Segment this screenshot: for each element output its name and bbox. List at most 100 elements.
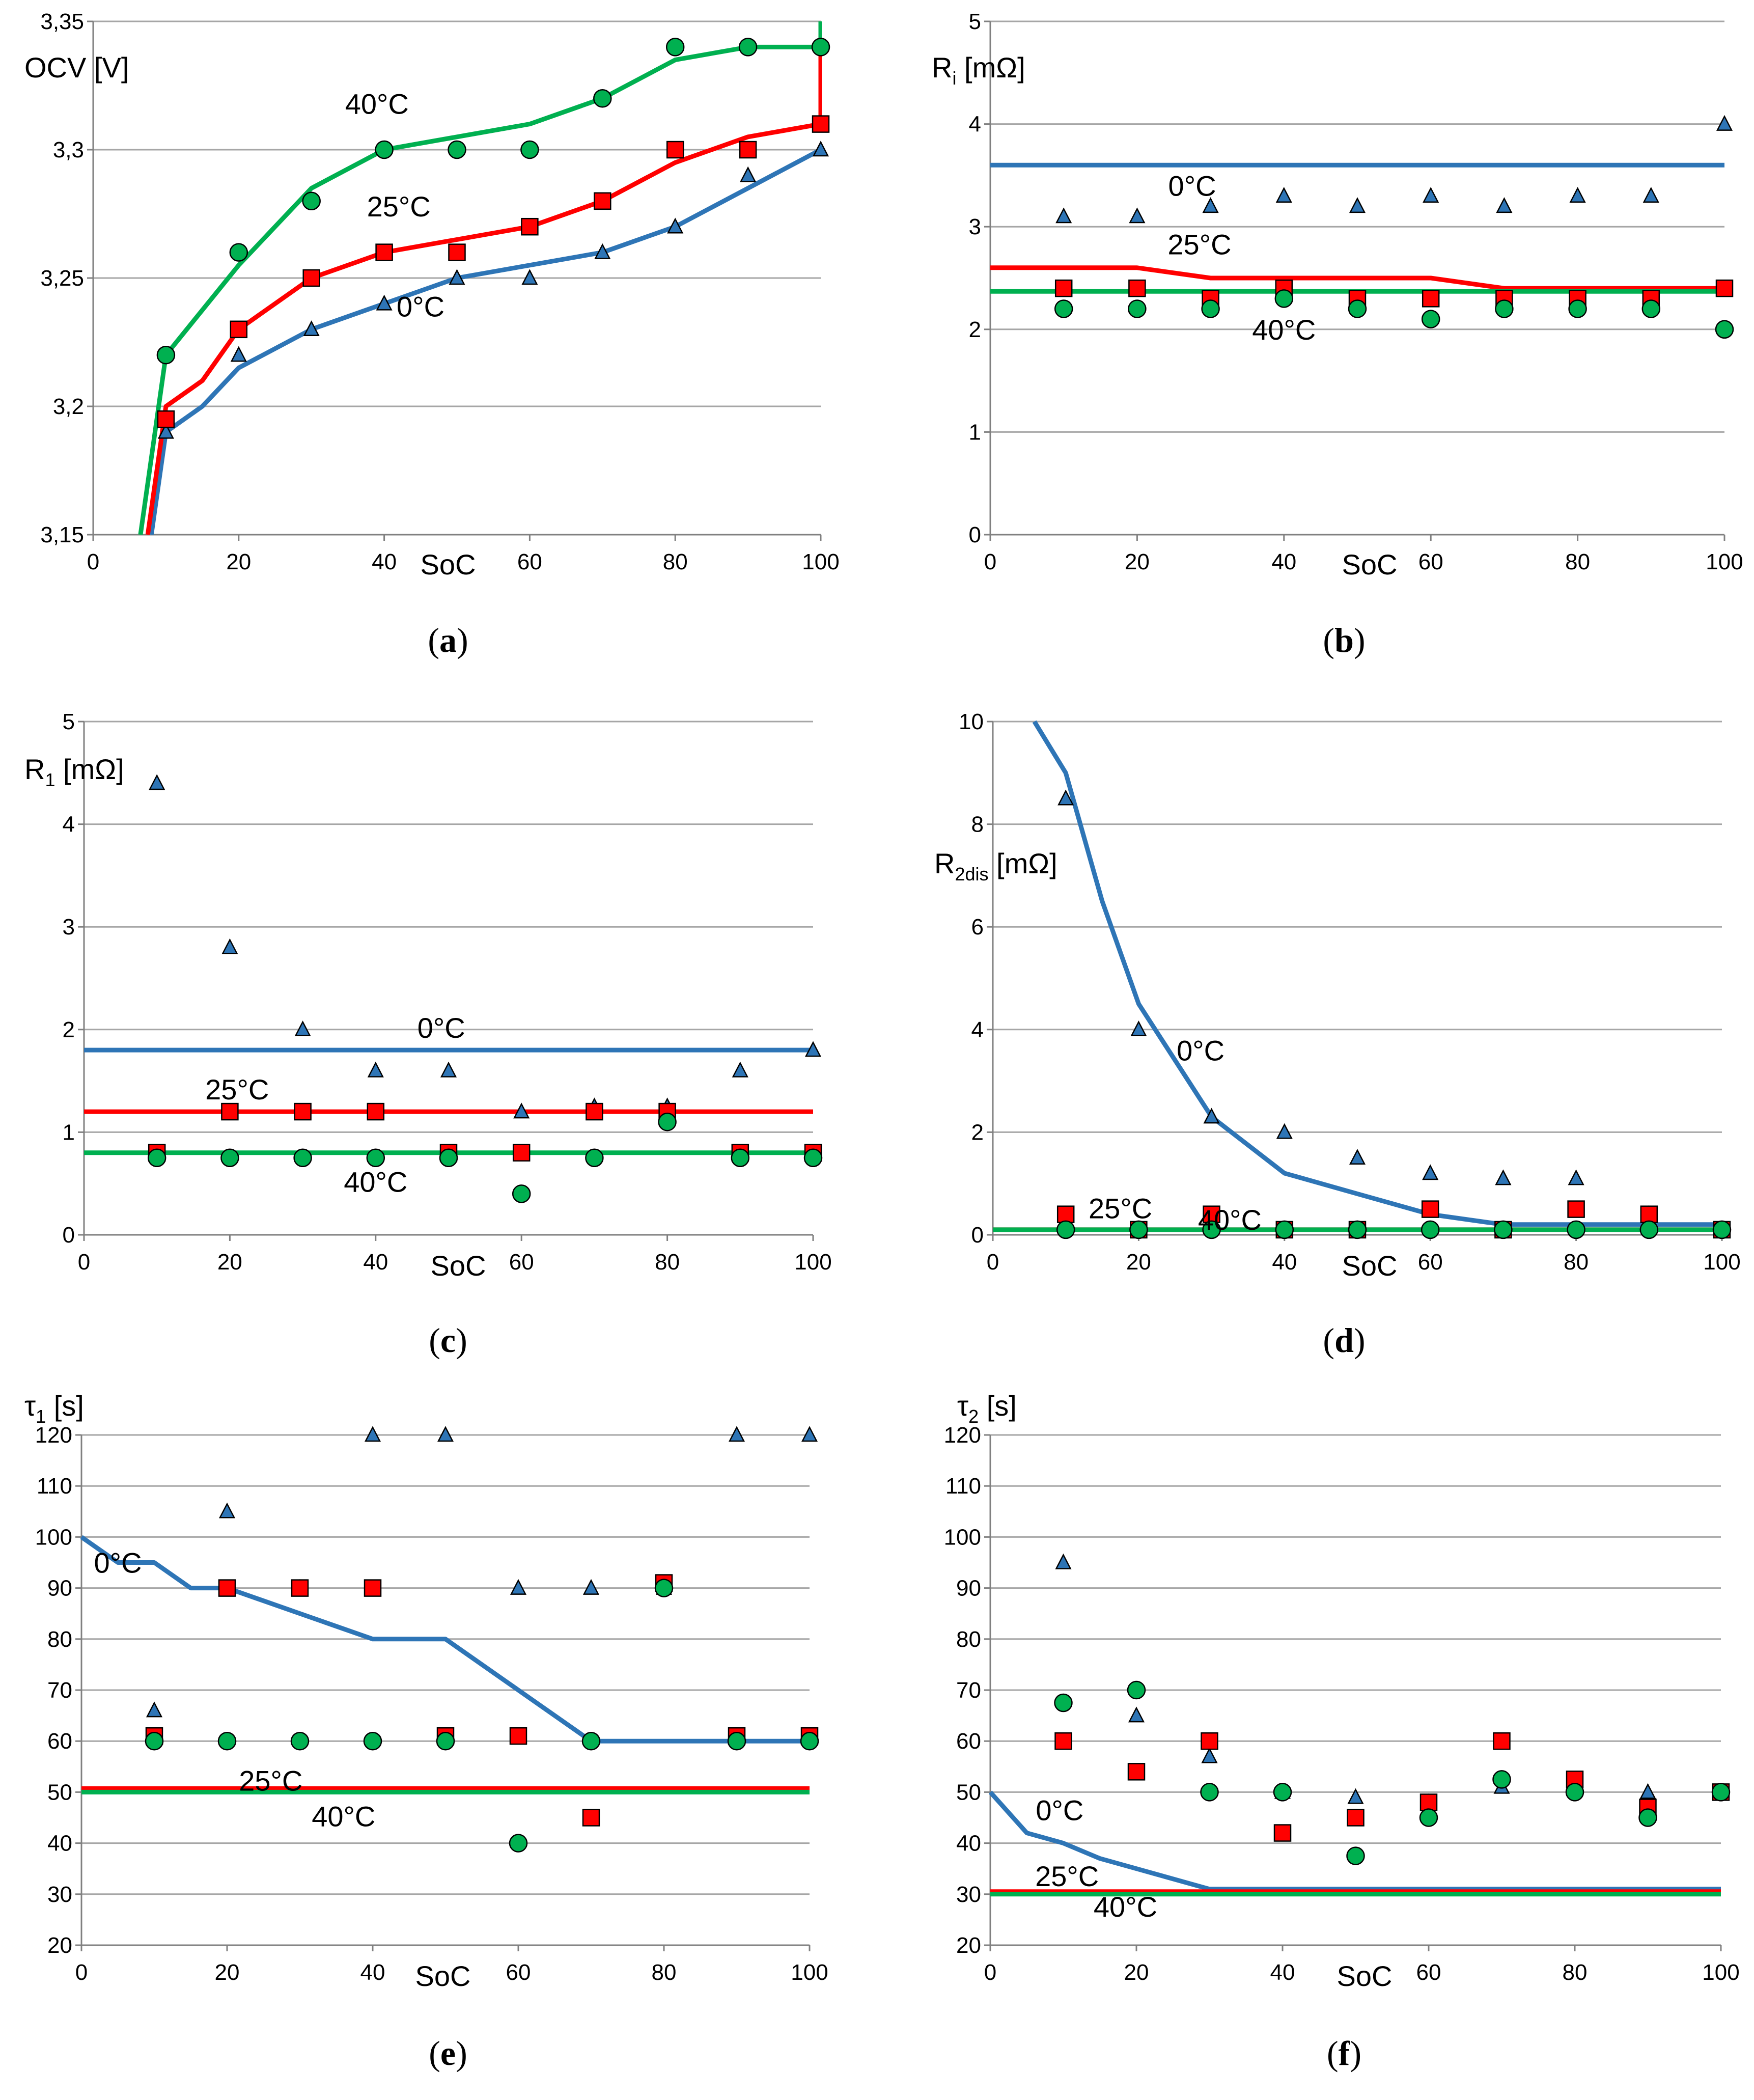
y-tick-label: 2 [63, 1017, 75, 1042]
data-point-circle [1273, 1783, 1292, 1802]
panel-letter: b [1334, 621, 1354, 659]
data-point-square [1056, 1205, 1075, 1223]
x-tick-label: 0 [987, 1250, 999, 1275]
data-point-circle [509, 1834, 528, 1853]
data-point-square [1347, 1809, 1365, 1827]
data-point-triangle [513, 1102, 530, 1119]
y-axis-label: R2dis [mΩ] [934, 847, 1057, 885]
x-tick-label: 60 [517, 549, 542, 574]
data-point-circle [1127, 1680, 1146, 1700]
panel-b: 0 1 2 3 4 5 0 20 40 60 80 100 SoC Ri [mΩ] 0°C 25°C 40°C (… [932, 9, 1743, 659]
y-axis-label-subscript: 1 [36, 1406, 46, 1427]
data-point-square [1422, 290, 1440, 308]
data-point-triangle [1496, 197, 1513, 213]
data-point-circle [1495, 299, 1514, 318]
series-line-0C [149, 148, 822, 535]
x-tick-label: 20 [226, 549, 251, 574]
data-point-triangle [440, 1061, 457, 1077]
y-axis-label-main: R [932, 51, 952, 84]
data-point-triangle [1276, 1123, 1293, 1139]
data-point-circle [220, 1148, 239, 1168]
x-tick-label: 80 [1565, 549, 1590, 574]
y-tick-label: 10 [959, 709, 984, 734]
data-point-circle [366, 1148, 385, 1168]
series-label: 25°C [1035, 1860, 1099, 1892]
data-point-triangle [667, 217, 684, 234]
data-point-circle [585, 1148, 604, 1168]
y-tick-label: 4 [63, 812, 75, 837]
data-point-triangle [364, 1426, 381, 1442]
data-point-triangle [376, 294, 393, 311]
series-label: 40°C [344, 1166, 407, 1198]
data-point-triangle [221, 938, 238, 954]
series-label: 40°C [345, 88, 409, 120]
data-point-circle [738, 38, 758, 57]
series-label: 25°C [367, 190, 431, 223]
y-tick-label: 4 [971, 1017, 984, 1042]
data-point-triangle [1349, 197, 1366, 213]
data-point-circle [1054, 1693, 1073, 1712]
data-point-square [1201, 1732, 1218, 1750]
data-point-circle [1202, 1220, 1221, 1239]
x-tick-label: 0 [75, 1960, 88, 1985]
data-point-circle [1201, 299, 1220, 318]
data-point-square [594, 192, 611, 210]
data-point-circle [1568, 299, 1587, 318]
x-tick-label: 0 [984, 549, 996, 574]
data-point-square [364, 1579, 382, 1597]
series-line-25C [990, 265, 1724, 291]
data-point-circle [1054, 299, 1073, 318]
y-tick-label: 0 [971, 1223, 984, 1248]
data-point-square [1127, 1763, 1146, 1781]
data-point-triangle [1423, 187, 1439, 203]
x-axis-label: SoC [1342, 548, 1398, 581]
x-tick-label: 80 [652, 1960, 677, 1985]
data-point-circle [1421, 310, 1440, 328]
x-tick-label: 100 [791, 1960, 828, 1985]
y-tick-label: 100 [944, 1525, 981, 1550]
y-tick-label: 2 [969, 317, 981, 342]
y-axis-label-main: R [24, 753, 45, 785]
data-point-square [509, 1727, 527, 1745]
data-point-triangle [1569, 187, 1586, 203]
panel-caption: (f) [1327, 2034, 1361, 2073]
data-point-square [294, 1102, 312, 1121]
y-tick-label: 4 [969, 112, 981, 137]
series-label: 40°C [1094, 1891, 1157, 1923]
data-point-triangle [1495, 1169, 1512, 1185]
data-point-circle [1638, 1808, 1657, 1827]
y-tick-label: 90 [47, 1576, 72, 1601]
data-point-circle [1274, 289, 1294, 308]
data-point-triangle [801, 1426, 818, 1442]
y-axis-label-subscript: 2dis [955, 864, 988, 885]
data-point-circle [363, 1731, 382, 1751]
series-line-40C [138, 21, 822, 535]
x-tick-label: 100 [1703, 1250, 1740, 1275]
y-tick-label: 110 [945, 1474, 981, 1499]
data-point-triangle [1347, 1788, 1364, 1804]
data-point-triangle [1130, 1020, 1147, 1037]
x-tick-label: 0 [984, 1960, 996, 1985]
x-tick-label: 60 [1416, 1960, 1441, 1985]
panel-caption: (a) [428, 621, 468, 659]
data-point-triangle [521, 269, 538, 285]
panel-letter: f [1339, 2034, 1351, 2073]
data-point-square [586, 1102, 603, 1121]
y-tick-label: 70 [956, 1678, 981, 1703]
x-axis-label: SoC [431, 1250, 486, 1282]
data-point-triangle [218, 1502, 236, 1518]
x-tick-label: 40 [1272, 1250, 1297, 1275]
y-tick-label: 5 [969, 9, 981, 34]
data-point-square [1421, 1200, 1439, 1218]
data-point-triangle [1202, 197, 1219, 213]
y-tick-label: 20 [47, 1933, 72, 1958]
data-point-triangle [1642, 187, 1659, 203]
x-tick-label: 100 [1702, 1960, 1739, 1985]
y-tick-label: 5 [63, 709, 75, 734]
y-axis-label-main: τ [24, 1390, 36, 1422]
series-label: 0°C [397, 291, 444, 323]
data-point-triangle [1128, 1706, 1145, 1723]
y-axis-label-unit: [s] [46, 1390, 84, 1422]
data-point-circle [1715, 320, 1734, 339]
